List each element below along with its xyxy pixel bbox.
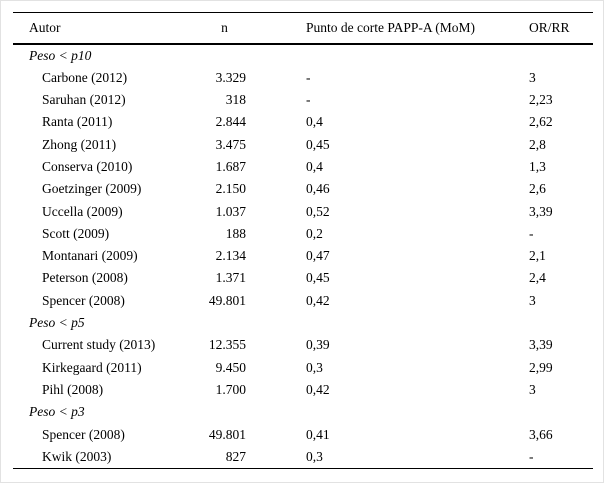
cell-or-rr: 1,3 — [529, 158, 546, 174]
cell-or-rr: 2,1 — [529, 248, 546, 264]
cell-autor: Montanari (2009) — [42, 248, 138, 264]
cell-or-rr: 2,8 — [529, 136, 546, 152]
cell-autor: Uccella (2009) — [42, 203, 123, 219]
cell-cutoff: 0,45 — [306, 270, 330, 286]
table-row: Kwik (2003) 827 0,3 - — [13, 446, 593, 469]
cell-n: 2.844 — [215, 114, 246, 130]
table-row: Peterson (2008) 1.371 0,45 2,4 — [13, 267, 593, 289]
section-label: Peso < p10 — [29, 47, 92, 63]
cell-cutoff: 0,52 — [306, 203, 330, 219]
cell-or-rr: 2,62 — [529, 114, 553, 130]
cell-cutoff: 0,45 — [306, 136, 330, 152]
cell-cutoff: 0,46 — [306, 181, 330, 197]
table-row: Uccella (2009) 1.037 0,52 3,39 — [13, 201, 593, 223]
cell-n: 827 — [225, 448, 246, 464]
cell-n: 3.329 — [215, 69, 246, 85]
column-header-n: n — [203, 12, 263, 45]
cell-n: 1.687 — [215, 158, 246, 174]
cell-n: 1.700 — [215, 381, 246, 397]
table-row: Current study (2013) 12.355 0,39 3,39 — [13, 334, 593, 356]
table-row: Zhong (2011) 3.475 0,45 2,8 — [13, 134, 593, 156]
cell-or-rr: 2,23 — [529, 92, 553, 108]
cell-n: 318 — [225, 92, 246, 108]
table-row: Carbone (2012) 3.329 - 3 — [13, 67, 593, 89]
cell-autor: Carbone (2012) — [42, 69, 128, 85]
cell-cutoff: 0,39 — [306, 337, 330, 353]
table-row: Goetzinger (2009) 2.150 0,46 2,6 — [13, 178, 593, 200]
cell-cutoff: 0,41 — [306, 426, 330, 442]
cell-cutoff: 0,47 — [306, 248, 330, 264]
table-row: Spencer (2008) 49.801 0,42 3 — [13, 290, 593, 312]
column-header-cutoff: Punto de corte PAPP-A (MoM) — [263, 12, 488, 45]
table-header: Autor n Punto de corte PAPP-A (MoM) OR/R… — [13, 12, 593, 45]
cell-autor: Conserva (2010) — [42, 158, 133, 174]
table-row: Scott (2009) 188 0,2 - — [13, 223, 593, 245]
cell-autor: Kwik (2003) — [42, 448, 112, 464]
cell-autor: Current study (2013) — [42, 337, 156, 353]
study-table: Autor n Punto de corte PAPP-A (MoM) OR/R… — [13, 12, 593, 470]
cell-or-rr: 3,39 — [529, 337, 553, 353]
table-row: Montanari (2009) 2.134 0,47 2,1 — [13, 245, 593, 267]
cell-autor: Saruhan (2012) — [42, 92, 126, 108]
cell-cutoff: 0,2 — [306, 225, 323, 241]
cell-autor: Goetzinger (2009) — [42, 181, 142, 197]
cell-n: 188 — [225, 225, 246, 241]
section-row: Peso < p3 — [13, 401, 593, 423]
cell-n: 2.150 — [215, 181, 246, 197]
cell-cutoff: - — [306, 92, 311, 108]
cell-autor: Scott (2009) — [42, 225, 110, 241]
cell-or-rr: 2,4 — [529, 270, 546, 286]
cell-autor: Ranta (2011) — [42, 114, 113, 130]
header-row: Autor n Punto de corte PAPP-A (MoM) OR/R… — [13, 12, 593, 45]
cell-cutoff: 0,4 — [306, 158, 323, 174]
cell-n: 3.475 — [215, 136, 246, 152]
cell-n: 12.355 — [208, 337, 246, 353]
cell-n: 9.450 — [215, 359, 246, 375]
section-row: Peso < p5 — [13, 312, 593, 334]
section-label: Peso < p5 — [29, 315, 85, 331]
cell-autor: Kirkegaard (2011) — [42, 359, 142, 375]
cell-n: 49.801 — [208, 426, 246, 442]
cell-n: 2.134 — [215, 248, 246, 264]
column-header-or-rr: OR/RR — [488, 12, 593, 45]
cell-cutoff: 0,42 — [306, 292, 330, 308]
cell-or-rr: 2,6 — [529, 181, 546, 197]
table-row: Conserva (2010) 1.687 0,4 1,3 — [13, 156, 593, 178]
cell-cutoff: 0,3 — [306, 359, 323, 375]
study-table-container: Autor n Punto de corte PAPP-A (MoM) OR/R… — [13, 12, 593, 470]
cell-autor: Zhong (2011) — [42, 136, 117, 152]
cell-n: 1.037 — [215, 203, 246, 219]
cell-autor: Spencer (2008) — [42, 426, 125, 442]
cell-autor: Spencer (2008) — [42, 292, 125, 308]
section-label: Peso < p3 — [29, 404, 85, 420]
cell-or-rr: - — [529, 225, 534, 241]
cell-n: 49.801 — [208, 292, 246, 308]
table-row: Spencer (2008) 49.801 0,41 3,66 — [13, 424, 593, 446]
table-body: Peso < p10 Carbone (2012) 3.329 - 3 Saruhan (… — [13, 44, 593, 469]
cell-cutoff: - — [306, 69, 311, 85]
cell-or-rr: 3,39 — [529, 203, 553, 219]
cell-autor: Pihl (2008) — [42, 381, 104, 397]
cell-or-rr: - — [529, 448, 534, 464]
table-row: Ranta (2011) 2.844 0,4 2,62 — [13, 111, 593, 133]
cell-or-rr: 3 — [529, 381, 536, 397]
section-row: Peso < p10 — [13, 44, 593, 67]
cell-or-rr: 3,66 — [529, 426, 553, 442]
cell-cutoff: 0,42 — [306, 381, 330, 397]
cell-cutoff: 0,4 — [306, 114, 323, 130]
table-row: Kirkegaard (2011) 9.450 0,3 2,99 — [13, 357, 593, 379]
table-row: Saruhan (2012) 318 - 2,23 — [13, 89, 593, 111]
cell-cutoff: 0,3 — [306, 448, 323, 464]
table-row: Pihl (2008) 1.700 0,42 3 — [13, 379, 593, 401]
cell-or-rr: 2,99 — [529, 359, 553, 375]
column-header-autor: Autor — [13, 12, 203, 45]
cell-or-rr: 3 — [529, 69, 536, 85]
cell-n: 1.371 — [215, 270, 246, 286]
cell-autor: Peterson (2008) — [42, 270, 128, 286]
cell-or-rr: 3 — [529, 292, 536, 308]
